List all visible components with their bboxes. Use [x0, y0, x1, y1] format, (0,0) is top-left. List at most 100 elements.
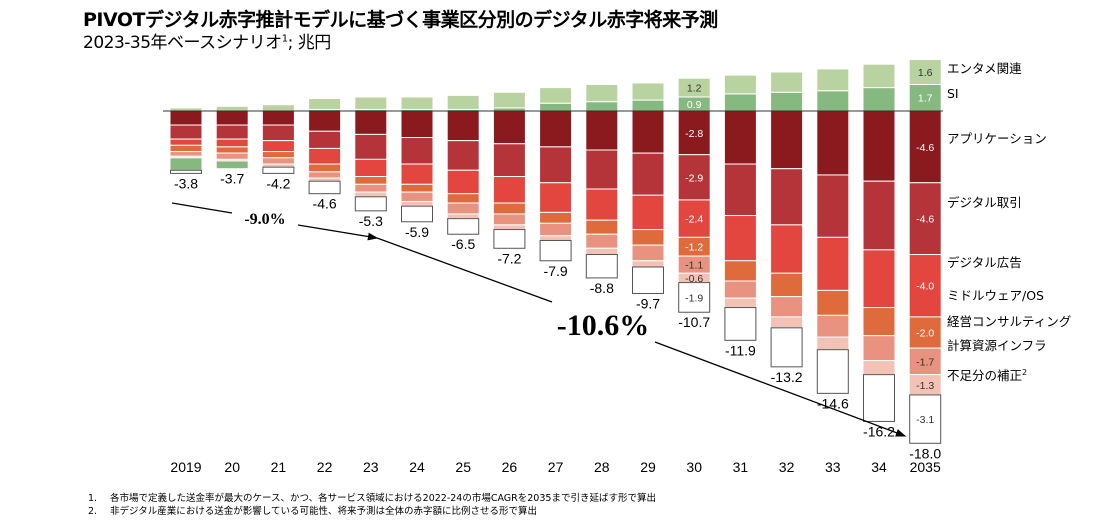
x-tick-label: 20: [224, 459, 240, 475]
bar-segment: [770, 110, 804, 170]
bar-segment: [400, 183, 434, 193]
segment-label: -1.2: [685, 242, 703, 254]
bar-segment: [770, 224, 804, 274]
cagr-arrow-1-line: [171, 202, 233, 214]
segment-label: -2.8: [685, 128, 703, 140]
bar-segment: [354, 176, 388, 185]
bar-segment: [631, 99, 665, 112]
total-label: -13.2: [771, 369, 803, 385]
bar-segment: [816, 236, 850, 291]
bar-segment: [631, 194, 665, 231]
x-tick-label: 34: [871, 459, 887, 475]
bar-segment: [400, 110, 434, 139]
bar-segment: [401, 205, 433, 223]
bar-segment: [816, 314, 850, 338]
segment-label: -1.7: [916, 356, 934, 368]
total-label: -3.7: [220, 171, 244, 187]
bar-segment: [908, 254, 942, 318]
bar-segment: [169, 138, 203, 146]
bar-segment: [816, 336, 850, 351]
bar-segment: [354, 183, 388, 193]
bar-segment: [723, 110, 757, 165]
cagr-label-2: -10.6%: [557, 309, 650, 342]
bar-segment: [539, 239, 572, 262]
legend-label: 不足分の補正2: [947, 368, 1027, 383]
bar-segment: [632, 266, 664, 295]
bar-segment: [308, 98, 342, 110]
segment-label: -4.6: [916, 142, 934, 154]
x-tick-label: 2019: [170, 459, 201, 475]
segment-label: 1.7: [918, 93, 933, 105]
total-label: -5.9: [405, 224, 429, 240]
bar-segment: [862, 63, 896, 89]
bar-segment: [400, 96, 434, 110]
x-tick-label: 28: [594, 459, 610, 475]
bar-segment: [493, 229, 526, 249]
bar-segment: [909, 394, 942, 444]
legend-label: 計算資源インフラ: [947, 338, 1047, 353]
bar-segment: [170, 169, 202, 174]
bar-segment: [215, 124, 249, 140]
bar-segment: [354, 158, 388, 178]
x-tick-label: 27: [548, 459, 564, 475]
legend-footnote-ref: 2: [1022, 368, 1027, 377]
total-label: -10.7: [678, 314, 710, 330]
bar-segment: [492, 143, 526, 178]
bar-segment: [446, 94, 480, 110]
bar-segment: [446, 213, 480, 220]
bar-segment: [631, 152, 665, 196]
bar-segment: [261, 124, 295, 142]
bar-segment: [400, 137, 434, 165]
total-label: -4.6: [313, 196, 337, 212]
bar-segment: [816, 349, 849, 394]
segment-label: -4.6: [916, 214, 934, 226]
bar-segment: [261, 157, 295, 165]
segment-label: -0.6: [685, 273, 703, 285]
bar-segment: [908, 316, 942, 349]
legend-label: デジタル広告: [947, 255, 1022, 270]
bar-segment: [308, 110, 342, 132]
bar-segment: [770, 272, 804, 298]
bar-segment: [354, 96, 388, 110]
bar-segment: [492, 224, 526, 231]
bar-segment: [215, 105, 249, 112]
bar-segment: [539, 146, 573, 184]
bar-segment: [723, 215, 757, 262]
bar-segment: [863, 374, 895, 422]
bar-segment: [862, 335, 896, 362]
bar-segment: [539, 102, 573, 112]
chart-title: PIVOTデジタル赤字推計モデルに基づく事業区分別のデジタル赤字将来予測: [83, 9, 718, 31]
total-label: -7.2: [497, 250, 521, 266]
bar-segment: [354, 196, 387, 212]
legend-label: デジタル取引: [947, 195, 1022, 210]
bar-segment: [261, 140, 295, 153]
x-tick-label: 21: [271, 459, 287, 475]
bar-segment: [539, 87, 573, 104]
bar-segment: [723, 163, 757, 217]
bar-segment: [539, 235, 573, 241]
bar-segment: [308, 163, 342, 173]
total-label: -18.0: [909, 445, 941, 461]
bar-segment: [770, 316, 804, 329]
segment-label: -1.3: [916, 380, 934, 392]
x-tick-label: 25: [455, 459, 471, 475]
bar-segment: [862, 249, 896, 309]
legend-label: エンタメ関連: [947, 61, 1022, 76]
x-tick-label: 31: [733, 459, 749, 475]
bar-segment: [261, 110, 295, 126]
bar-segment: [169, 157, 203, 171]
x-tick-label: 23: [363, 459, 379, 475]
bar-segment: [677, 77, 711, 98]
bar-segment: [585, 149, 619, 190]
bar-segment: [816, 289, 850, 316]
x-tick-label: 29: [640, 459, 656, 475]
subtitle-text: 2023-35年ベースシナリオ: [83, 33, 282, 53]
bar-segment: [770, 168, 804, 226]
bar-segment: [215, 146, 249, 154]
bar-segment: [862, 360, 896, 376]
bar-segment: [770, 327, 803, 368]
bar-segment: [539, 110, 573, 148]
bar-segment: [492, 91, 526, 109]
bar-segment: [585, 219, 619, 235]
segment-label: 1.6: [918, 67, 933, 79]
